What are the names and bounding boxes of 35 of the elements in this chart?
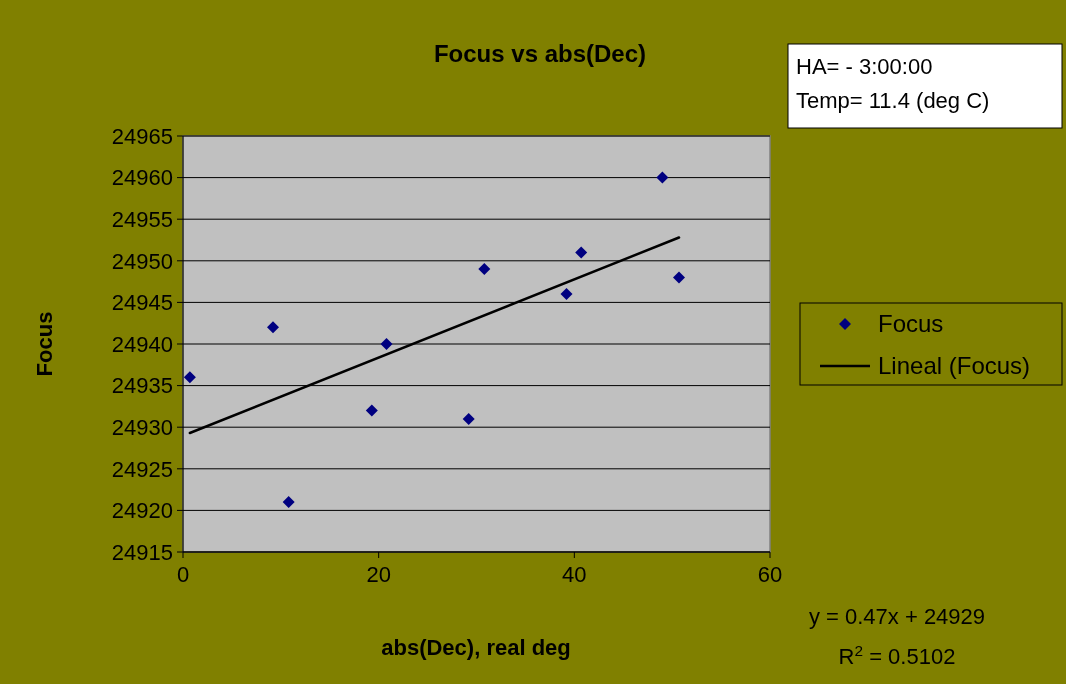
point (656, 171, 669, 184)
point (462, 412, 475, 425)
y-tick-label: 24940 (111, 331, 173, 357)
point (575, 246, 588, 259)
point (478, 263, 491, 276)
y-tick-label: 24950 (111, 248, 173, 274)
text: R$^{2}$ = 0.5102 (838, 641, 956, 669)
point (560, 288, 573, 301)
y-tick-label: 24930 (111, 414, 173, 440)
text: HA= - 3:00:00 (796, 54, 933, 79)
point (380, 338, 393, 350)
y-tick-label: 24955 (111, 206, 173, 232)
y-tick-label: 24965 (111, 123, 173, 149)
point (282, 496, 295, 509)
text: y = 0.47x + 24929 (808, 604, 986, 629)
y-tick-label: 24945 (111, 290, 173, 316)
point (673, 271, 686, 284)
x-tick-label: 20 (366, 562, 391, 587)
y-tick-label: 24960 (111, 165, 173, 191)
point (183, 371, 196, 384)
y-tick-label: 24935 (111, 373, 173, 399)
x-tick-label: 40 (562, 562, 587, 587)
point (267, 321, 280, 334)
y-tick-label: 24915 (111, 539, 173, 565)
x-tick-label: 60 (757, 562, 783, 587)
chart-title: Focus vs abs(Dec) (433, 40, 647, 67)
x-axis-title: abs(Dec), real deg (381, 635, 571, 660)
x-tick-label: 0 (176, 562, 190, 587)
text: Temp= 11.4 (deg C) (796, 88, 990, 113)
y-axis-title: Focus (32, 311, 57, 377)
legend-label: Focus (878, 310, 944, 338)
y-tick-label: 24925 (111, 456, 173, 482)
point (365, 404, 378, 417)
y-tick-label: 24920 (111, 498, 173, 524)
legend-label: Lineal (Focus) (878, 352, 1031, 380)
